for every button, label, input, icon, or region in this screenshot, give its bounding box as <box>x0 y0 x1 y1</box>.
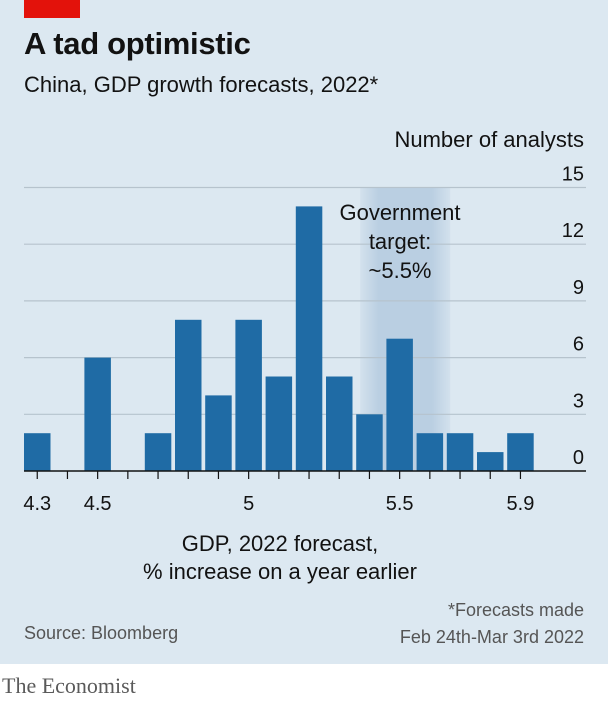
y-tick-label-6: 6 <box>573 334 584 356</box>
annotation-line-2: target: <box>369 229 431 254</box>
x-tick-label-4.3: 4.3 <box>23 493 51 515</box>
bars <box>24 206 534 471</box>
y-axis-title: Number of analysts <box>394 127 584 152</box>
y-tick-label-12: 12 <box>562 220 584 242</box>
bar-5.0 <box>235 319 262 471</box>
x-tick-label-5: 5 <box>243 493 254 515</box>
x-axis-title-line-2: % increase on a year earlier <box>143 559 417 584</box>
bar-5.4 <box>356 414 383 471</box>
footnote-line-1: *Forecasts made <box>447 600 584 620</box>
x-axis-title-line-1: GDP, 2022 forecast, <box>181 531 379 556</box>
bar-5.6 <box>416 433 444 471</box>
bar-5.5 <box>386 338 413 471</box>
y-tick-labels: 0 3 6 9 12 15 <box>562 164 584 470</box>
chart-subtitle: China, GDP growth forecasts, 2022* <box>24 72 379 97</box>
y-tick-label-3: 3 <box>573 390 584 412</box>
footnote-line-2: Feb 24th-Mar 3rd 2022 <box>399 627 584 647</box>
annotation-line-3: ~5.5% <box>369 258 432 283</box>
x-tick-labels: 4.3 4.5 5 5.5 5.9 <box>23 493 534 515</box>
x-tick-label-5.5: 5.5 <box>386 493 414 515</box>
bar-5.3 <box>326 376 353 471</box>
x-tick-label-4.5: 4.5 <box>84 493 112 515</box>
y-tick-label-0: 0 <box>573 447 584 469</box>
y-tick-label-9: 9 <box>573 277 584 299</box>
annotation-line-1: Government <box>339 200 460 225</box>
brand-wordmark: The Economist <box>2 673 136 698</box>
x-tick-label-5.9: 5.9 <box>507 493 535 515</box>
bar-4.9 <box>205 395 232 471</box>
bar-4.8 <box>175 319 202 471</box>
chart-title: A tad optimistic <box>24 26 251 61</box>
bar-5.8 <box>477 452 504 471</box>
bar-5.9 <box>507 433 534 471</box>
bar-4.7 <box>144 433 172 471</box>
bar-4.5 <box>84 357 111 471</box>
bar-5.2 <box>295 206 323 471</box>
footnote: *Forecasts made Feb 24th-Mar 3rd 2022 <box>400 597 584 651</box>
source-note: Source: Bloomberg <box>24 623 179 643</box>
x-axis <box>24 470 586 479</box>
brand-red-tag <box>24 0 80 18</box>
bar-4.3 <box>24 433 51 471</box>
bar-5.1 <box>265 376 293 471</box>
y-tick-label-15: 15 <box>562 164 584 186</box>
bar-5.7 <box>446 433 474 471</box>
x-axis-title: GDP, 2022 forecast, % increase on a year… <box>0 530 560 586</box>
